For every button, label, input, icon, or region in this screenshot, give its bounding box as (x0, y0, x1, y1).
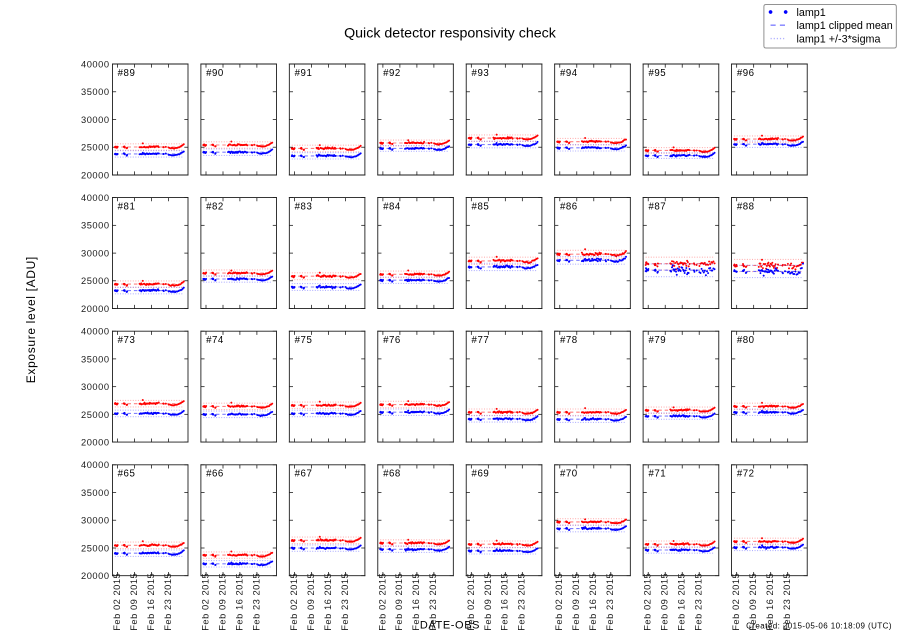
svg-text:Feb 09 2015: Feb 09 2015 (129, 573, 139, 631)
svg-text:lamp1 clipped mean: lamp1 clipped mean (796, 20, 892, 32)
svg-text:35000: 35000 (81, 488, 110, 498)
svg-text:Feb 16 2015: Feb 16 2015 (234, 573, 244, 631)
svg-text:Feb 09 2015: Feb 09 2015 (306, 573, 316, 631)
svg-text:Feb 23 2015: Feb 23 2015 (605, 573, 615, 631)
svg-text:#89: #89 (118, 68, 136, 79)
svg-text:Feb 23 2015: Feb 23 2015 (782, 573, 792, 631)
svg-text:40000: 40000 (81, 193, 110, 203)
svg-text:Feb 09 2015: Feb 09 2015 (748, 573, 758, 631)
svg-text:Feb 23 2015: Feb 23 2015 (694, 573, 704, 631)
svg-text:#88: #88 (737, 201, 755, 212)
svg-text:Feb 09 2015: Feb 09 2015 (394, 573, 404, 631)
svg-text:Feb 02 2015: Feb 02 2015 (643, 573, 653, 631)
svg-text:#71: #71 (648, 468, 666, 479)
svg-text:30000: 30000 (81, 248, 110, 258)
svg-text:Feb 09 2015: Feb 09 2015 (571, 573, 581, 631)
svg-text:#82: #82 (206, 201, 224, 212)
svg-text:#95: #95 (648, 68, 666, 79)
svg-text:Feb 16 2015: Feb 16 2015 (500, 573, 510, 631)
svg-text:DATE-OBS: DATE-OBS (420, 620, 480, 632)
svg-text:35000: 35000 (81, 354, 110, 364)
svg-text:#91: #91 (295, 68, 313, 79)
svg-text:#90: #90 (206, 68, 224, 79)
svg-text:#81: #81 (118, 201, 136, 212)
svg-text:#78: #78 (560, 335, 578, 346)
svg-text:Feb 23 2015: Feb 23 2015 (163, 573, 173, 631)
svg-text:Created: 2015-05-06 10:18:09 (: Created: 2015-05-06 10:18:09 (UTC) (746, 622, 892, 631)
svg-text:#93: #93 (472, 68, 490, 79)
svg-text:#75: #75 (295, 335, 313, 346)
svg-text:#84: #84 (383, 201, 401, 212)
svg-text:#67: #67 (295, 468, 313, 479)
svg-text:40000: 40000 (81, 59, 110, 69)
svg-text:#69: #69 (472, 468, 490, 479)
svg-text:20000: 20000 (81, 304, 110, 314)
svg-text:20000: 20000 (81, 437, 110, 447)
svg-text:#73: #73 (118, 335, 136, 346)
svg-text:Feb 02 2015: Feb 02 2015 (554, 573, 564, 631)
svg-text:Feb 23 2015: Feb 23 2015 (251, 573, 261, 631)
svg-text:#86: #86 (560, 201, 578, 212)
svg-text:Feb 09 2015: Feb 09 2015 (483, 573, 493, 631)
svg-text:#80: #80 (737, 335, 755, 346)
svg-text:#68: #68 (383, 468, 401, 479)
svg-text:#85: #85 (472, 201, 490, 212)
svg-text:#92: #92 (383, 68, 401, 79)
svg-text:#77: #77 (472, 335, 490, 346)
svg-text:#72: #72 (737, 468, 755, 479)
svg-text:25000: 25000 (81, 143, 110, 153)
svg-text:#65: #65 (118, 468, 136, 479)
svg-text:lamp1 +/-3*sigma: lamp1 +/-3*sigma (796, 33, 880, 45)
svg-text:lamp1: lamp1 (796, 7, 825, 19)
svg-text:Feb 16 2015: Feb 16 2015 (588, 573, 598, 631)
svg-text:Feb 02 2015: Feb 02 2015 (377, 573, 387, 631)
svg-text:Feb 23 2015: Feb 23 2015 (428, 573, 438, 631)
svg-text:35000: 35000 (81, 87, 110, 97)
svg-text:#83: #83 (295, 201, 313, 212)
svg-text:Quick detector responsivity ch: Quick detector responsivity check (344, 26, 557, 42)
svg-text:30000: 30000 (81, 115, 110, 125)
svg-text:Feb 23 2015: Feb 23 2015 (340, 573, 350, 631)
svg-text:Feb 16 2015: Feb 16 2015 (146, 573, 156, 631)
svg-text:Feb 02 2015: Feb 02 2015 (289, 573, 299, 631)
svg-text:20000: 20000 (81, 571, 110, 581)
svg-text:Feb 16 2015: Feb 16 2015 (765, 573, 775, 631)
svg-text:#76: #76 (383, 335, 401, 346)
svg-text:#87: #87 (648, 201, 666, 212)
svg-text:25000: 25000 (81, 410, 110, 420)
svg-text:Exposure level [ADU]: Exposure level [ADU] (24, 256, 38, 383)
svg-text:#96: #96 (737, 68, 755, 79)
svg-text:#74: #74 (206, 335, 224, 346)
svg-text:Feb 09 2015: Feb 09 2015 (217, 573, 227, 631)
svg-text:20000: 20000 (81, 170, 110, 180)
svg-text:Feb 16 2015: Feb 16 2015 (323, 573, 333, 631)
svg-text:#70: #70 (560, 468, 578, 479)
svg-text:Feb 23 2015: Feb 23 2015 (517, 573, 527, 631)
svg-text:Feb 02 2015: Feb 02 2015 (466, 573, 476, 631)
svg-text:40000: 40000 (81, 327, 110, 337)
svg-text:40000: 40000 (81, 460, 110, 470)
svg-text:Feb 02 2015: Feb 02 2015 (112, 573, 122, 631)
svg-text:Feb 02 2015: Feb 02 2015 (731, 573, 741, 631)
svg-text:25000: 25000 (81, 276, 110, 286)
svg-text:Feb 09 2015: Feb 09 2015 (660, 573, 670, 631)
svg-text:30000: 30000 (81, 382, 110, 392)
svg-text:25000: 25000 (81, 543, 110, 553)
svg-text:Feb 16 2015: Feb 16 2015 (411, 573, 421, 631)
svg-text:30000: 30000 (81, 516, 110, 526)
svg-text:#66: #66 (206, 468, 224, 479)
svg-text:#79: #79 (648, 335, 666, 346)
svg-text:Feb 16 2015: Feb 16 2015 (677, 573, 687, 631)
svg-text:#94: #94 (560, 68, 578, 79)
svg-text:Feb 02 2015: Feb 02 2015 (200, 573, 210, 631)
svg-text:35000: 35000 (81, 221, 110, 231)
